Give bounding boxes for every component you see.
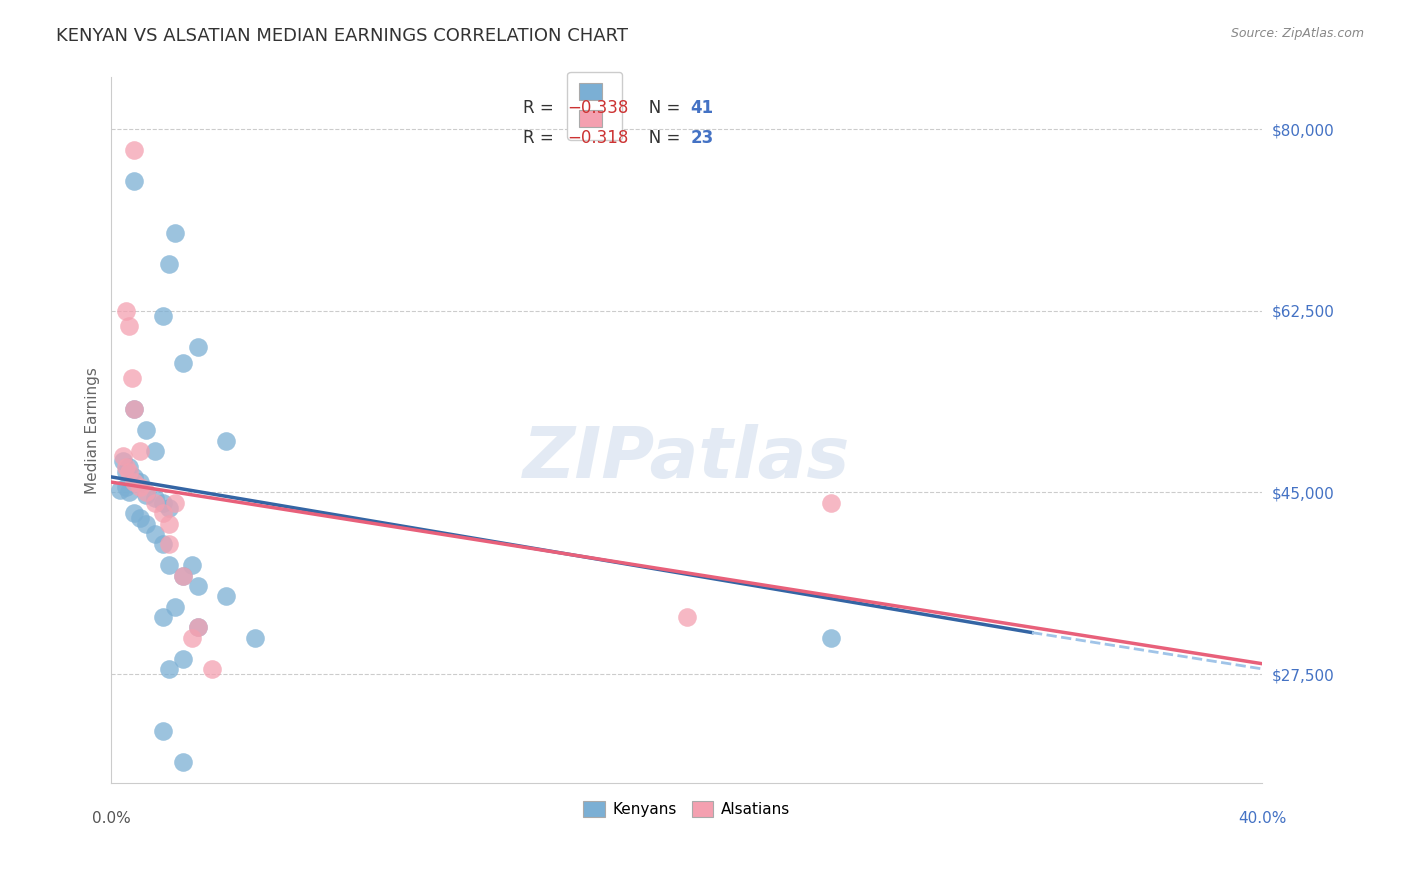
Point	[124, 143, 146, 157]
Point	[675, 610, 697, 624]
Point	[118, 319, 141, 334]
Point	[157, 257, 180, 271]
Point	[172, 568, 194, 582]
Point	[124, 402, 146, 417]
Text: −0.338: −0.338	[567, 100, 628, 118]
Point	[108, 483, 131, 498]
Point	[152, 506, 174, 520]
Point	[143, 444, 166, 458]
Point	[135, 516, 157, 531]
Point	[187, 620, 209, 634]
Point	[114, 459, 136, 474]
Text: R =: R =	[523, 100, 560, 118]
Point	[124, 506, 146, 520]
Point	[111, 449, 134, 463]
Point	[157, 516, 180, 531]
Point	[118, 465, 141, 479]
Point	[157, 662, 180, 676]
Point	[187, 620, 209, 634]
Point	[111, 454, 134, 468]
Point	[187, 579, 209, 593]
Legend: Kenyans, Alsatians: Kenyans, Alsatians	[575, 794, 799, 825]
Point	[172, 356, 194, 370]
Point	[163, 496, 186, 510]
Point	[143, 496, 166, 510]
Point	[172, 651, 194, 665]
Point	[181, 631, 204, 645]
Text: Source: ZipAtlas.com: Source: ZipAtlas.com	[1230, 27, 1364, 40]
Point	[135, 485, 157, 500]
Point	[152, 724, 174, 739]
Text: R =: R =	[523, 129, 560, 147]
Point	[129, 480, 152, 494]
Point	[172, 568, 194, 582]
Point	[152, 309, 174, 323]
Point	[201, 662, 224, 676]
Point	[215, 589, 238, 603]
Point	[124, 402, 146, 417]
Point	[121, 371, 143, 385]
Point	[163, 599, 186, 614]
Point	[172, 756, 194, 770]
Point	[135, 423, 157, 437]
Text: 23: 23	[690, 129, 713, 147]
Point	[215, 434, 238, 448]
Point	[114, 304, 136, 318]
Text: N =: N =	[633, 129, 685, 147]
Point	[152, 610, 174, 624]
Point	[152, 496, 174, 510]
Text: −0.318: −0.318	[567, 129, 628, 147]
Point	[143, 491, 166, 505]
Point	[157, 558, 180, 573]
Y-axis label: Median Earnings: Median Earnings	[86, 367, 100, 493]
Text: KENYAN VS ALSATIAN MEDIAN EARNINGS CORRELATION CHART: KENYAN VS ALSATIAN MEDIAN EARNINGS CORRE…	[56, 27, 628, 45]
Point	[124, 475, 146, 489]
Point	[143, 527, 166, 541]
Point	[118, 459, 141, 474]
Point	[135, 487, 157, 501]
Point	[157, 537, 180, 551]
Text: 40.0%: 40.0%	[1237, 811, 1286, 826]
Point	[187, 340, 209, 354]
Point	[124, 470, 146, 484]
Point	[152, 537, 174, 551]
Point	[820, 631, 842, 645]
Point	[181, 558, 204, 573]
Point	[129, 511, 152, 525]
Text: ZIPatlas: ZIPatlas	[523, 424, 851, 493]
Text: N =: N =	[633, 100, 685, 118]
Point	[124, 174, 146, 188]
Point	[129, 475, 152, 489]
Text: 41: 41	[690, 100, 713, 118]
Point	[163, 226, 186, 240]
Point	[245, 631, 267, 645]
Point	[114, 480, 136, 494]
Point	[129, 444, 152, 458]
Text: 0.0%: 0.0%	[91, 811, 131, 826]
Point	[114, 465, 136, 479]
Point	[157, 501, 180, 516]
Point	[118, 485, 141, 500]
Point	[820, 496, 842, 510]
